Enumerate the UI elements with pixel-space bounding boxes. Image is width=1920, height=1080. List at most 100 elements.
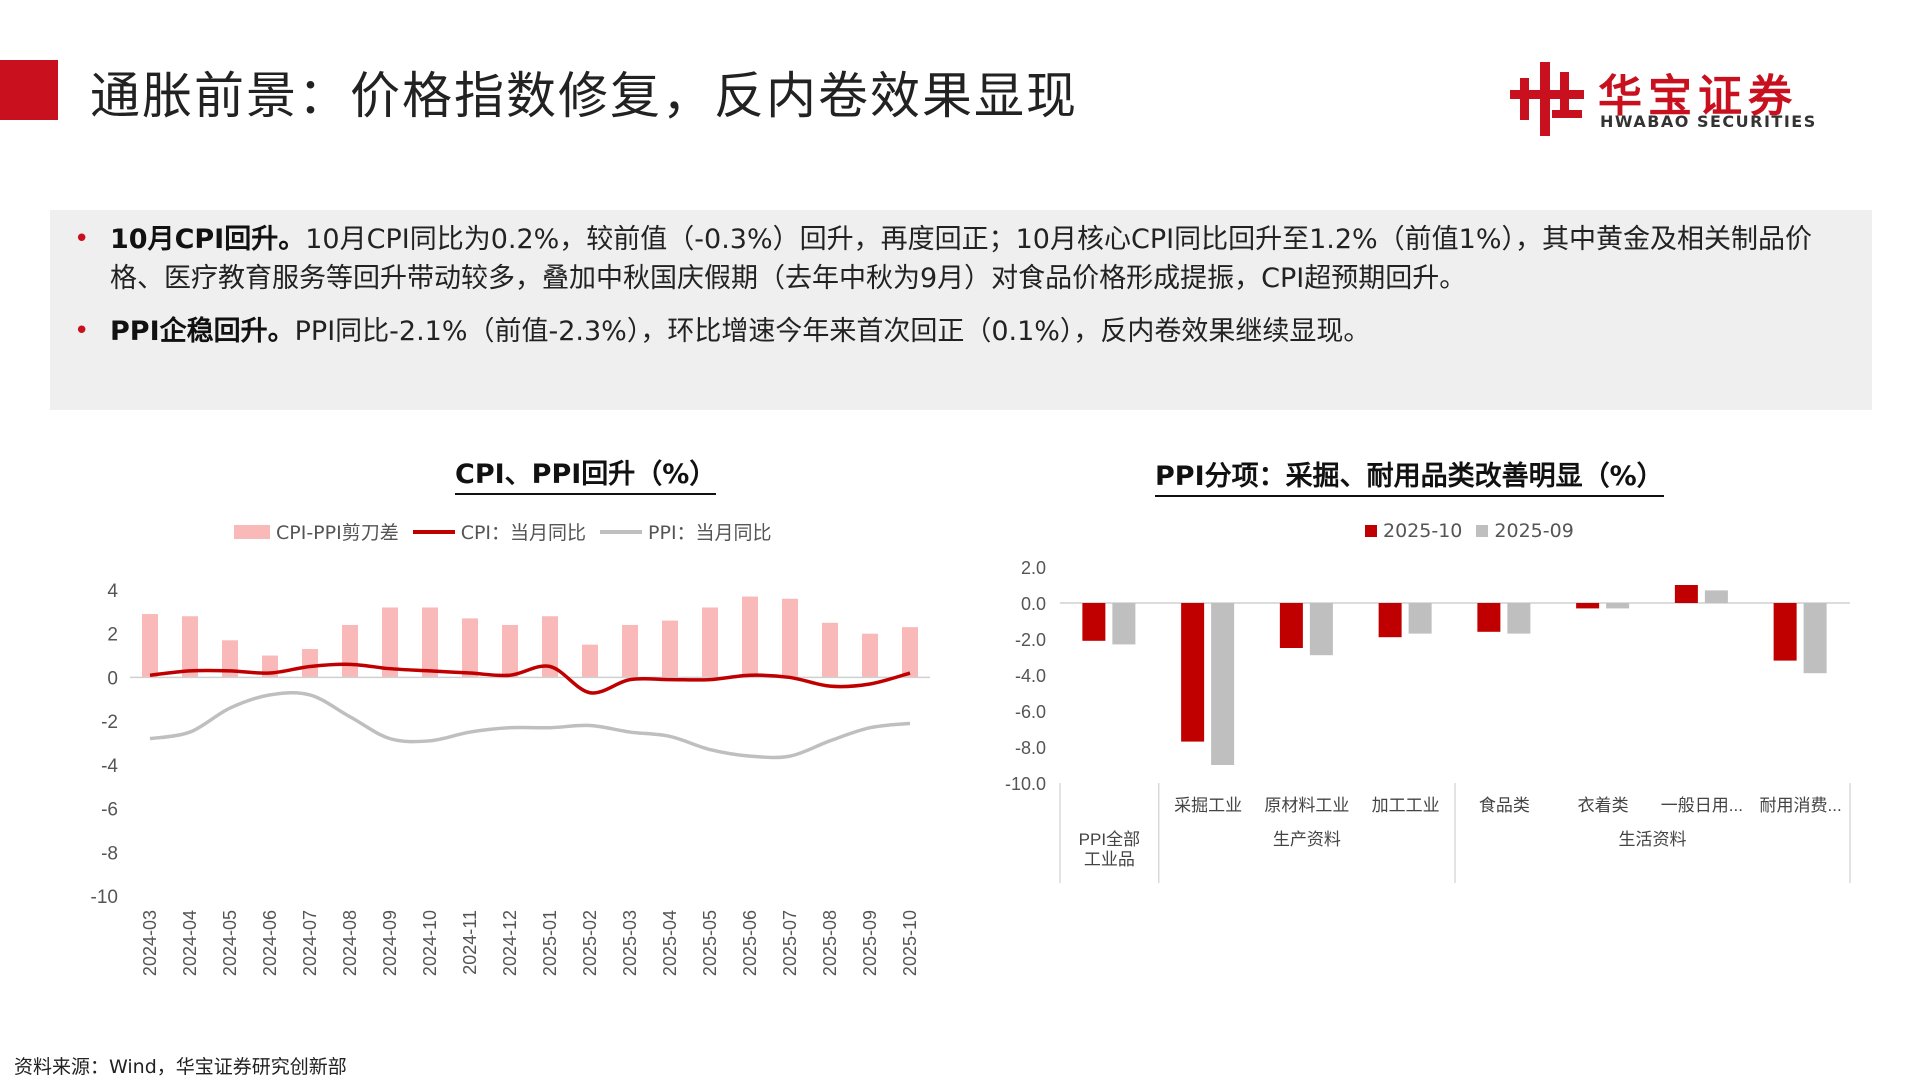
logo-mark-icon	[1510, 62, 1584, 136]
logo-english-name: HWABAO SECURITIES	[1600, 112, 1817, 131]
gap-bar	[582, 644, 598, 678]
bar-2025-09	[1408, 603, 1432, 634]
x-tick-label: 2025-06	[740, 910, 760, 976]
x-tick-label: 衣着类	[1578, 796, 1629, 815]
x-tick-label: 2025-09	[860, 910, 880, 976]
y-tick-label: -8	[101, 843, 118, 864]
x-tick-label: 2025-04	[660, 910, 680, 976]
bar-2025-09	[1704, 590, 1728, 603]
x-tick-label: 2024-05	[220, 910, 240, 976]
x-tick-label: 2024-11	[460, 910, 480, 975]
x-tick-label: 耐用消费...	[1760, 796, 1842, 815]
cpi-line	[149, 662, 911, 695]
x-tick-label: PPI全部	[1079, 830, 1140, 849]
y-tick-label: 2.0	[1021, 558, 1046, 578]
source-note: 资料来源：Wind，华宝证券研究创新部	[14, 1056, 347, 1078]
ppi-line	[149, 690, 911, 760]
gap-bar	[742, 596, 758, 678]
bar-2025-10	[1576, 603, 1600, 609]
group-label: 生活资料	[1619, 830, 1687, 849]
x-tick-label: 2025-05	[700, 910, 720, 976]
gap-bar	[382, 607, 398, 678]
legend-item-ppi: PPI：当月同比	[600, 518, 772, 545]
legend-swatch	[234, 524, 270, 539]
bullet-dot-icon: •	[74, 316, 90, 346]
gap-bar	[542, 616, 558, 678]
x-tick-label: 一般日用...	[1661, 796, 1743, 815]
legend-swatch	[1476, 525, 1489, 537]
group-label: 生产资料	[1273, 830, 1341, 849]
bar-2025-09	[1112, 603, 1136, 645]
x-tick-label: 2025-10	[900, 910, 920, 976]
gap-bar	[662, 620, 678, 678]
legend-label: 2025-10	[1383, 520, 1463, 542]
header-accent-block	[0, 60, 58, 120]
chart-1-cpi-ppi: 4 2 0 -2 -4 -6 -8 -10 2024-03 2024-04 2024-05 2024-…	[91, 581, 930, 976]
x-tick-label: 2025-01	[540, 910, 560, 976]
bar-2025-10	[1477, 603, 1501, 632]
bullet-heading: 10月CPI回升。	[110, 224, 306, 255]
x-tick-label: 2024-12	[500, 910, 520, 976]
bar-2025-09	[1803, 603, 1827, 674]
y-tick-label: -2	[101, 712, 118, 733]
legend-item-2025-10: 2025-10	[1365, 520, 1462, 542]
x-tick-label: 原材料工业	[1264, 796, 1349, 815]
bar-2025-09	[1211, 603, 1235, 765]
bar-2025-09	[1507, 603, 1531, 634]
gap-bar	[902, 627, 918, 678]
company-logo: 华宝证券 HWABAO SECURITIES	[1508, 58, 1868, 138]
y-tick-label: -4	[101, 756, 118, 777]
legend-swatch	[1365, 525, 1377, 537]
y-tick-label: 0.0	[1021, 594, 1046, 614]
legend-item-2025-09: 2025-09	[1476, 520, 1574, 542]
summary-box: • 10月CPI回升。10月CPI同比为0.2%，较前值（-0.3%）回升，再度…	[50, 210, 1872, 410]
x-tick-label: 采掘工业	[1174, 796, 1242, 815]
legend-swatch	[600, 529, 643, 534]
y-tick-label: -8.0	[1015, 738, 1046, 758]
legend-label: PPI：当月同比	[648, 522, 772, 544]
x-tick-label: 2024-10	[420, 910, 440, 976]
x-tick-label: 2024-08	[340, 910, 360, 976]
x-tick-label: 2025-03	[620, 910, 640, 976]
gap-bar	[502, 624, 518, 678]
summary-bullet-ppi: • PPI企稳回升。PPI同比-2.1%（前值-2.3%），环比增速今年来首次回…	[64, 312, 1852, 351]
bullet-text: 10月CPI同比为0.2%，较前值（-0.3%）回升，再度回正；10月核心CPI…	[110, 224, 1812, 294]
gap-bar	[142, 614, 158, 678]
bullet-dot-icon: •	[74, 224, 90, 254]
x-tick-label: 2024-04	[180, 910, 200, 976]
y-tick-label: -6	[101, 800, 118, 821]
y-tick-label: -2.0	[1015, 630, 1046, 650]
bar-2025-10	[1082, 603, 1106, 641]
gap-bar	[422, 607, 438, 678]
bullet-heading: PPI企稳回升。	[110, 316, 295, 347]
x-tick-label: 2025-08	[820, 910, 840, 976]
x-tick-label: 2024-06	[260, 910, 280, 976]
gap-bar	[822, 622, 838, 678]
bar-2025-10	[1279, 603, 1303, 648]
bar-2025-10	[1674, 585, 1698, 603]
y-tick-label: -6.0	[1015, 702, 1046, 722]
x-tick-label: 食品类	[1479, 796, 1530, 815]
legend-label: CPI：当月同比	[460, 522, 587, 544]
gap-bar	[622, 624, 638, 678]
x-tick-label: 加工工业	[1372, 796, 1440, 815]
x-tick-label: 2024-09	[380, 910, 400, 976]
gap-bar	[182, 616, 198, 678]
y-tick-label: -4.0	[1015, 666, 1046, 686]
chart-2-title: PPI分项：采掘、耐用品类改善明显（%）	[1155, 454, 1664, 497]
gap-bar	[462, 618, 478, 678]
page-title: 通胀前景：价格指数修复，反内卷效果显现	[90, 67, 1078, 125]
legend-item-cpi: CPI：当月同比	[412, 518, 587, 545]
chart-2-legend: 2025-10 2025-09	[1365, 520, 1588, 542]
logo-chinese-name: 华宝证券	[1598, 71, 1798, 122]
gap-bar	[222, 640, 238, 678]
x-tick-label: 2025-07	[780, 910, 800, 976]
gap-bar	[782, 598, 798, 678]
gap-bar	[302, 649, 318, 678]
y-tick-label: -10.0	[1005, 774, 1046, 794]
x-tick-label: 2024-07	[300, 910, 320, 976]
x-tick-label: 2024-03	[140, 910, 160, 976]
gap-bar	[342, 624, 358, 678]
bullet-text: PPI同比-2.1%（前值-2.3%），环比增速今年来首次回正（0.1%），反内…	[294, 316, 1371, 347]
